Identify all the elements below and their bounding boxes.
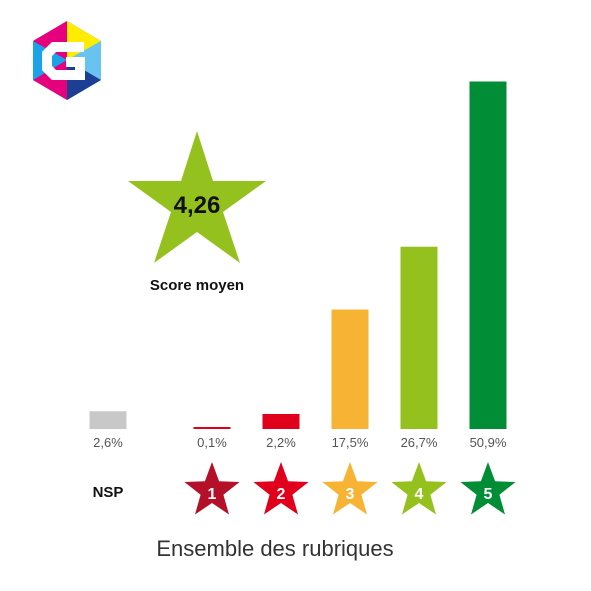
value-label-nsp: 2,6%	[93, 435, 123, 450]
bar-4	[400, 246, 438, 429]
rating-star-4: 4	[391, 462, 447, 515]
bar-nsp	[89, 411, 127, 429]
chart-caption: Ensemble des rubriques	[156, 536, 393, 561]
rating-star-number: 3	[346, 486, 355, 503]
score-star: 4,26	[128, 131, 266, 263]
rating-star-5: 5	[460, 462, 516, 515]
value-label-1: 0,1%	[197, 435, 227, 450]
rating-star-3: 3	[322, 462, 378, 515]
value-labels: 2,6% 0,1% 2,2% 17,5% 26,7% 50,9%	[93, 435, 507, 450]
logo	[33, 21, 101, 100]
bar-2	[262, 413, 300, 429]
value-label-5: 50,9%	[470, 435, 507, 450]
bar-1	[193, 427, 231, 429]
rating-star-shape	[184, 462, 240, 515]
bar-3	[331, 309, 369, 429]
rating-star-shape	[460, 462, 516, 515]
rating-star-number: 1	[208, 486, 217, 503]
bar-5	[469, 81, 507, 429]
nsp-label: NSP	[93, 484, 124, 501]
score-label: Score moyen	[150, 277, 244, 294]
rating-star-shape	[391, 462, 447, 515]
value-label-3: 17,5%	[332, 435, 369, 450]
rating-star-1: 1	[184, 462, 240, 515]
rating-star-number: 5	[484, 486, 493, 503]
score-value: 4,26	[174, 192, 221, 219]
score-star-shape	[128, 131, 266, 263]
category-stars: 1 2 3 4 5	[184, 462, 516, 515]
rating-star-number: 4	[415, 486, 424, 503]
rating-star-shape	[253, 462, 309, 515]
value-label-2: 2,2%	[266, 435, 296, 450]
rating-star-2: 2	[253, 462, 309, 515]
rating-star-shape	[322, 462, 378, 515]
bars	[89, 81, 507, 429]
rating-star-number: 2	[277, 486, 286, 503]
value-label-4: 26,7%	[401, 435, 438, 450]
